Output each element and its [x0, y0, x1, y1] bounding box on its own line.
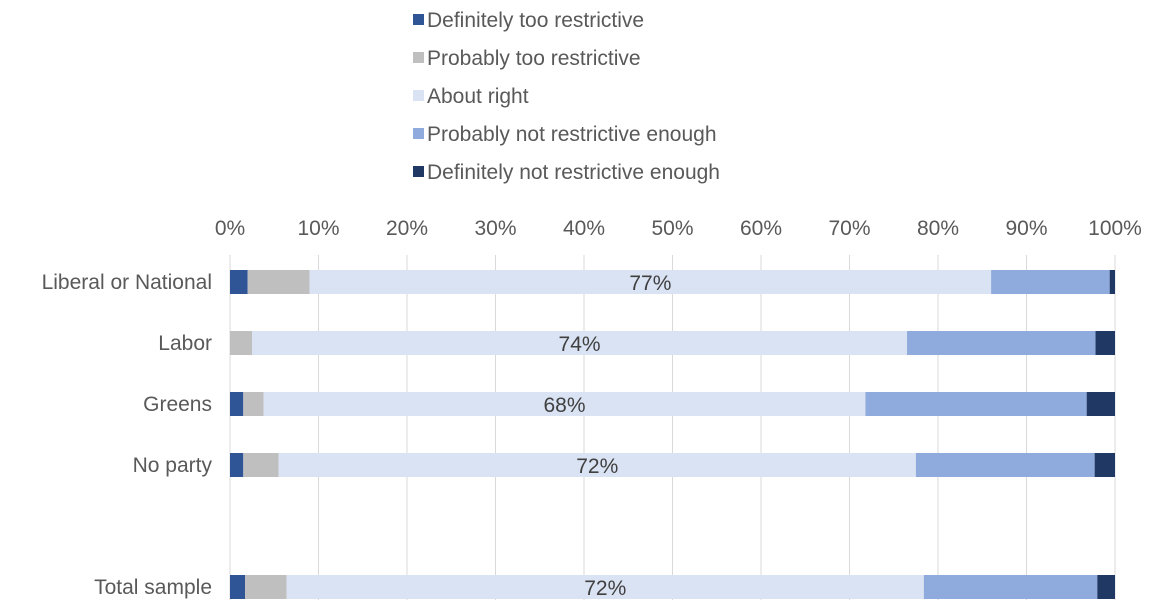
bar-segment-1-3 [309, 270, 992, 294]
legend-swatch-4 [413, 128, 424, 139]
legend-label-1: Definitely too restrictive [427, 9, 644, 32]
bar-segment-5-3 [286, 575, 924, 599]
bar-segment-4-5 [1094, 453, 1115, 477]
legend-label-2: Probably too restrictive [427, 47, 641, 70]
legend-label-5: Definitely not restrictive enough [427, 161, 720, 184]
bar-segment-5-2 [245, 575, 287, 599]
bar-segment-2-5 [1095, 331, 1115, 355]
bar-segment-4-1 [230, 453, 244, 477]
bar-segment-1-2 [247, 270, 310, 294]
legend-swatch-5 [413, 166, 424, 177]
x-tick-label-11: 100% [1088, 217, 1142, 240]
bar-segment-4-2 [243, 453, 279, 477]
x-tick-label-5: 40% [563, 217, 605, 240]
legend-swatch-2 [413, 52, 424, 63]
x-tick-label-7: 60% [740, 217, 782, 240]
data-label-1: 77% [629, 272, 671, 295]
x-tick-label-1: 0% [215, 217, 245, 240]
bar-segment-3-2 [243, 392, 264, 416]
x-tick-label-9: 80% [917, 217, 959, 240]
x-tick-label-10: 90% [1005, 217, 1047, 240]
bar-segment-3-3 [263, 392, 866, 416]
bar-segment-1-4 [991, 270, 1110, 294]
data-label-5: 72% [584, 577, 626, 600]
legend-swatch-1 [413, 14, 424, 25]
bar-segment-5-1 [230, 575, 246, 599]
data-label-3: 68% [544, 394, 586, 417]
x-tick-label-4: 30% [474, 217, 516, 240]
bar-segment-5-5 [1097, 575, 1115, 599]
bar-segment-3-5 [1086, 392, 1115, 416]
x-tick-label-6: 50% [651, 217, 693, 240]
data-label-2: 74% [559, 333, 601, 356]
bar-segment-3-4 [865, 392, 1087, 416]
legend-label-4: Probably not restrictive enough [427, 123, 717, 146]
bar-segment-3-1 [230, 392, 244, 416]
x-tick-label-3: 20% [386, 217, 428, 240]
bar-segment-5-4 [923, 575, 1098, 599]
category-label-3: Greens [143, 393, 212, 416]
data-label-4: 72% [576, 455, 618, 478]
category-label-2: Labor [158, 332, 212, 355]
x-tick-label-2: 10% [297, 217, 339, 240]
x-tick-label-8: 70% [828, 217, 870, 240]
legend-label-3: About right [427, 85, 529, 108]
legend-swatch-3 [413, 90, 424, 101]
bar-segment-4-4 [915, 453, 1095, 477]
bar-segment-2-2 [230, 331, 253, 355]
bar-segment-1-5 [1109, 270, 1115, 294]
category-label-5: Total sample [94, 576, 212, 599]
category-label-4: No party [133, 454, 213, 477]
bar-segment-4-3 [278, 453, 916, 477]
category-label-1: Liberal or National [42, 271, 212, 294]
bar-segment-2-4 [907, 331, 1096, 355]
bar-segment-1-1 [230, 270, 248, 294]
bar-segment-2-3 [252, 331, 908, 355]
